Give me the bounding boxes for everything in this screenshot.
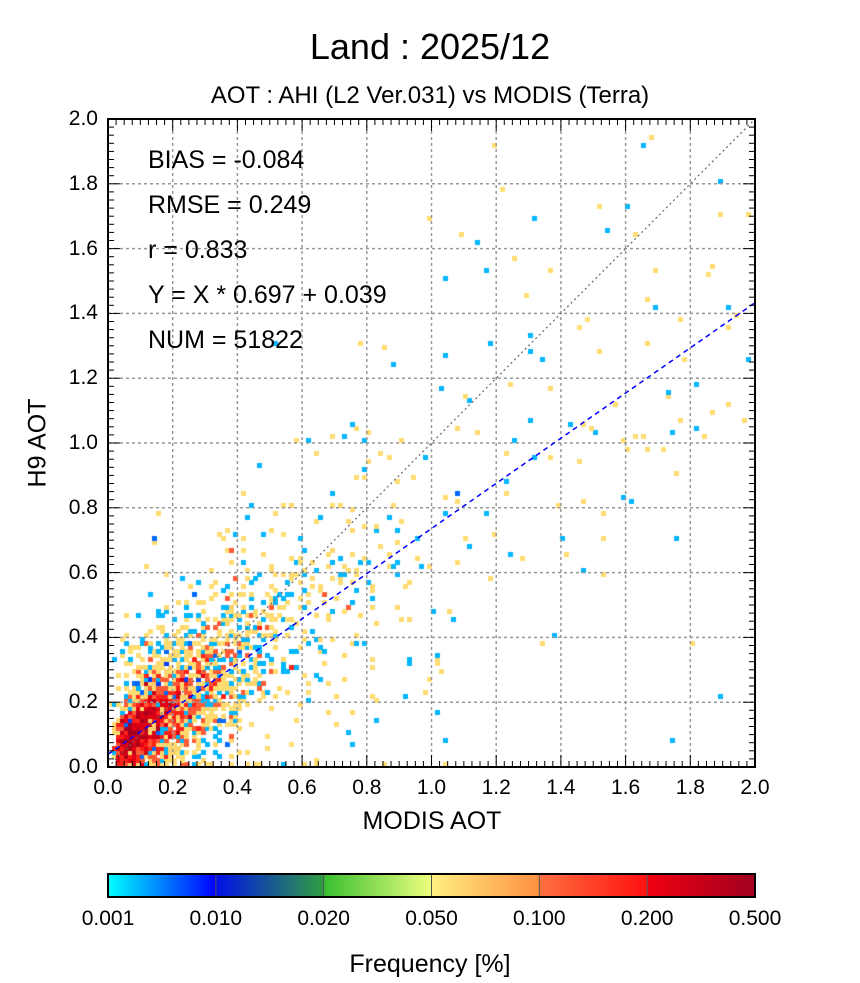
colorbar-border [107, 873, 756, 898]
colorbar-tick-label: 0.020 [297, 907, 350, 930]
x-tick-label: 1.0 [416, 776, 447, 799]
colorbar-tick-label: 0.500 [728, 907, 782, 930]
stat-rmse: RMSE = 0.249 [148, 191, 312, 219]
colorbar-tick-label: 0.100 [513, 907, 566, 930]
stat-num: NUM = 51822 [148, 326, 303, 354]
stat-fit: Y = X * 0.697 + 0.039 [148, 281, 387, 309]
x-tick-label: 1.6 [610, 776, 641, 799]
x-tick-label: 0.0 [93, 776, 123, 799]
x-tick-label: 1.8 [675, 776, 705, 799]
colorbar-tick-label: 0.200 [620, 907, 674, 930]
x-tick-label: 1.2 [481, 776, 511, 799]
y-tick-label: 0.4 [68, 625, 98, 649]
colorbar-tick-label: 0.050 [405, 907, 458, 930]
plot-frame [107, 118, 756, 768]
y-tick-label: 2.0 [68, 107, 98, 130]
colorbar-tick-label: 0.010 [189, 907, 243, 930]
chart-title: Land : 2025/12 [309, 26, 551, 67]
colorbar-tick-label: 0.001 [81, 907, 135, 930]
x-tick-label: 0.6 [287, 776, 317, 799]
y-tick-label: 0.6 [68, 560, 98, 584]
y-tick-label: 0.0 [68, 755, 98, 778]
y-tick-label: 1.8 [68, 171, 98, 195]
y-tick-label: 0.8 [68, 495, 98, 519]
y-tick-label: 0.2 [68, 690, 98, 714]
x-tick-label: 0.2 [158, 776, 188, 799]
x-tick-label: 0.4 [222, 776, 252, 799]
x-axis-label: MODIS AOT [362, 807, 502, 835]
x-tick-label: 2.0 [740, 776, 770, 799]
x-tick-label: 0.8 [352, 776, 382, 799]
stat-bias: BIAS = -0.084 [148, 146, 305, 174]
y-tick-label: 1.2 [68, 366, 98, 390]
y-tick-label: 1.6 [68, 236, 98, 260]
stat-r: r = 0.833 [148, 236, 248, 264]
chart-subtitle: AOT : AHI (L2 Ver.031) vs MODIS (Terra) [210, 82, 650, 109]
y-tick-label: 1.0 [68, 431, 98, 454]
x-tick-label: 1.4 [546, 776, 576, 799]
regression-line [107, 302, 756, 755]
y-tick-label: 1.4 [68, 301, 98, 325]
colorbar-label: Frequency [%] [349, 950, 511, 978]
